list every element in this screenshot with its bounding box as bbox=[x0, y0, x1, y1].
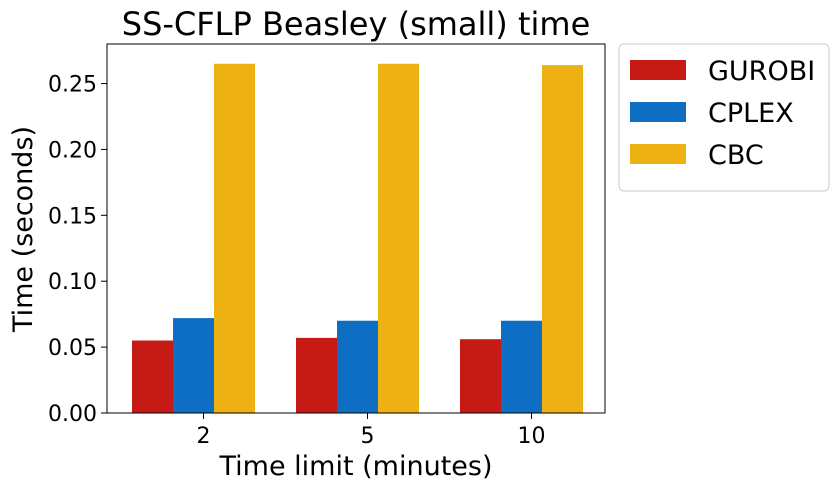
legend-swatch-cbc bbox=[630, 144, 686, 164]
y-tick-label: 0.25 bbox=[48, 73, 97, 98]
bar-cplex-5 bbox=[337, 320, 378, 413]
bar-cplex-2 bbox=[173, 318, 214, 413]
legend-label-cbc: CBC bbox=[708, 140, 764, 171]
x-tick-label: 10 bbox=[518, 424, 546, 449]
plot-frame bbox=[106, 43, 606, 414]
y-tick-label: 0.00 bbox=[48, 402, 97, 427]
y-axis-label: Time (seconds) bbox=[8, 126, 39, 333]
y-tick-label: 0.20 bbox=[48, 138, 97, 163]
y-tick-label: 0.15 bbox=[48, 204, 97, 229]
bar-cbc-5 bbox=[378, 63, 419, 414]
bar-gurobi-10 bbox=[460, 339, 501, 413]
bar-cbc-2 bbox=[214, 63, 255, 414]
x-axis-ticks: 2 5 10 bbox=[197, 413, 546, 449]
x-tick-label: 5 bbox=[361, 424, 375, 449]
legend-swatch-cplex bbox=[630, 102, 686, 122]
chart-title: SS-CFLP Beasley (small) time bbox=[122, 5, 591, 43]
legend-swatch-gurobi bbox=[630, 60, 686, 80]
x-axis-label: Time limit (minutes) bbox=[219, 451, 493, 482]
legend: GUROBI CPLEX CBC bbox=[618, 43, 830, 192]
bars-group bbox=[132, 63, 583, 414]
bar-gurobi-5 bbox=[296, 337, 337, 413]
x-tick-label: 2 bbox=[197, 424, 211, 449]
bar-cplex-10 bbox=[501, 320, 542, 413]
y-tick-label: 0.10 bbox=[48, 270, 97, 295]
bar-cbc-10 bbox=[542, 65, 583, 413]
legend-label-cplex: CPLEX bbox=[708, 98, 794, 129]
y-tick-label: 0.05 bbox=[48, 336, 97, 361]
legend-label-gurobi: GUROBI bbox=[708, 56, 815, 87]
bar-gurobi-2 bbox=[132, 340, 173, 413]
y-axis-ticks: 0.00 0.05 0.10 0.15 0.20 0.25 bbox=[48, 73, 107, 427]
